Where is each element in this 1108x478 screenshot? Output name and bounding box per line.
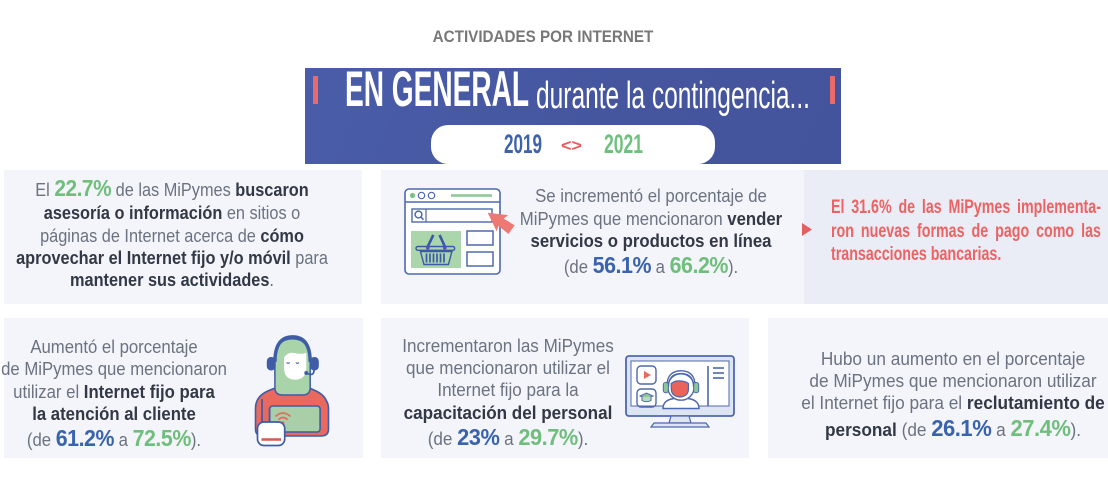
svg-text:2021: 2021 [604, 129, 643, 159]
svg-text:2019: 2019 [504, 129, 542, 159]
svg-text:durante la contingencia...: durante la contingencia... [536, 75, 810, 117]
svg-text:<>: <> [561, 136, 582, 155]
svg-text:EN GENERAL: EN GENERAL [345, 68, 529, 117]
